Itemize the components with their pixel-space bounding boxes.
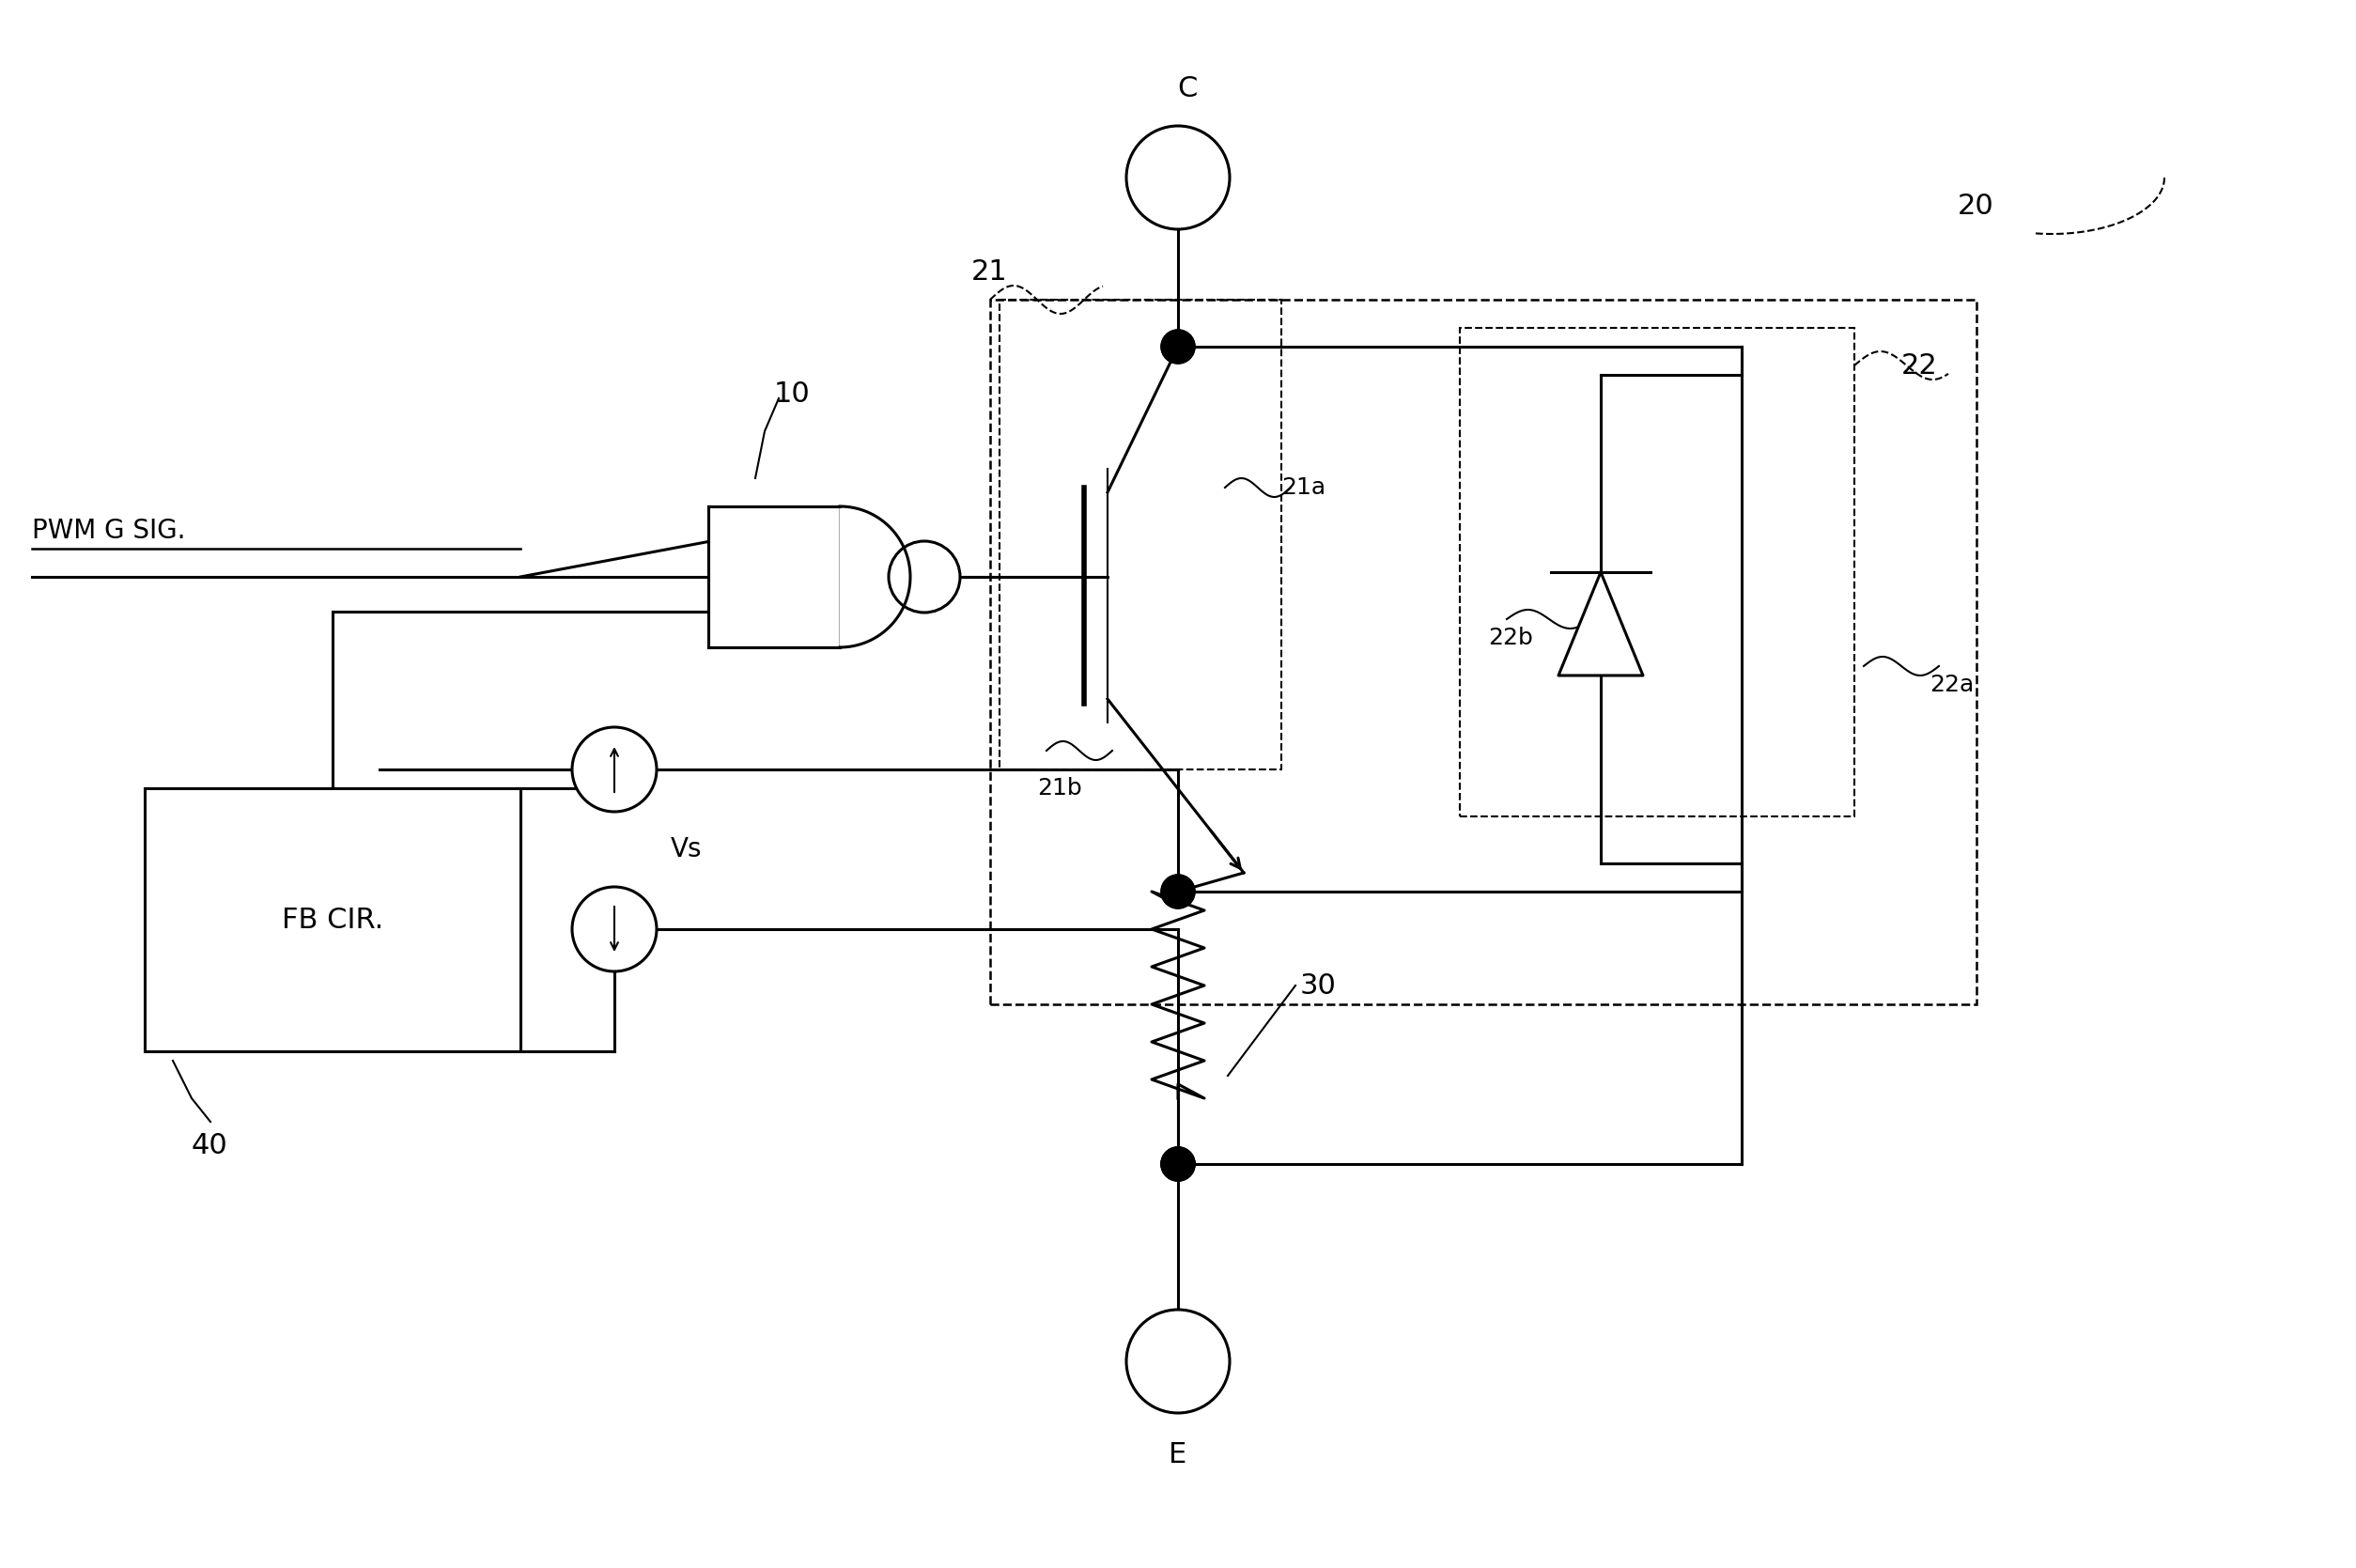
Text: C: C (1178, 75, 1197, 102)
Polygon shape (1557, 572, 1642, 676)
Text: 22a: 22a (1930, 674, 1974, 696)
Circle shape (1162, 329, 1194, 364)
Circle shape (1162, 875, 1194, 908)
Text: Vs: Vs (671, 836, 702, 862)
Text: 22b: 22b (1489, 627, 1534, 649)
Text: PWM G SIG.: PWM G SIG. (33, 517, 186, 544)
Bar (709, 506, 839, 648)
Circle shape (1162, 1148, 1194, 1181)
Text: E: E (1169, 1441, 1187, 1468)
Circle shape (888, 541, 959, 613)
Circle shape (1162, 329, 1194, 364)
Text: 20: 20 (1958, 193, 1993, 220)
Bar (990, 299, 1977, 1005)
Text: 40: 40 (191, 1132, 229, 1159)
Bar (1461, 328, 1854, 817)
Bar (999, 299, 1282, 770)
Bar (144, 789, 521, 1051)
Text: 21a: 21a (1282, 477, 1326, 499)
Circle shape (1162, 1148, 1194, 1181)
Polygon shape (839, 506, 909, 648)
Circle shape (573, 887, 657, 972)
Circle shape (1162, 875, 1194, 908)
Text: 21: 21 (971, 257, 1008, 285)
Circle shape (1126, 1309, 1230, 1413)
Text: 21b: 21b (1037, 778, 1081, 800)
Text: 22: 22 (1901, 351, 1937, 379)
Circle shape (1162, 1148, 1194, 1181)
Text: 30: 30 (1301, 972, 1336, 999)
Circle shape (1162, 1148, 1194, 1181)
Text: 10: 10 (775, 379, 810, 408)
Circle shape (1126, 125, 1230, 229)
Circle shape (573, 728, 657, 812)
Text: FB CIR.: FB CIR. (283, 906, 384, 933)
